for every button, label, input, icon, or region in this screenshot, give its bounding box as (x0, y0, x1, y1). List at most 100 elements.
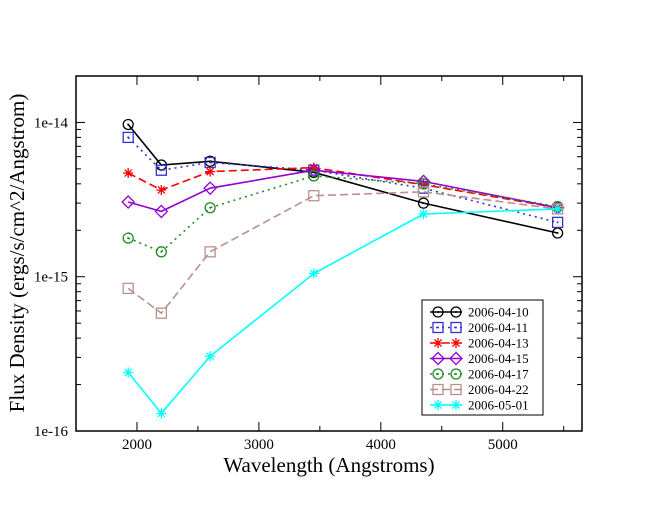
series-line (127, 208, 558, 415)
legend-label: 2006-04-22 (468, 382, 529, 397)
data-point (205, 351, 216, 362)
legend-marker-left-dot (437, 311, 439, 313)
data-point-dot (556, 232, 559, 235)
y-axis: 1e-16 1e-15 1e-14 (34, 75, 582, 440)
data-point (156, 184, 167, 195)
series-line (127, 166, 558, 209)
legend-marker-right-dot (455, 326, 457, 329)
legend-marker-right (450, 306, 462, 318)
legend-entry: 2006-04-15 (430, 351, 529, 366)
data-point (155, 307, 167, 319)
series-line (127, 175, 558, 253)
series-2006-05-01 (123, 203, 563, 419)
data-point-dot (209, 161, 212, 164)
data-point (308, 162, 319, 173)
legend-marker-left (432, 321, 444, 334)
legend-marker-right (451, 400, 461, 410)
legend-entry: 2006-04-11 (430, 320, 528, 335)
x-axis-title: Wavelength (Angstroms) (223, 453, 434, 477)
data-point (156, 408, 167, 419)
legend-marker-left-dot (437, 326, 439, 329)
legend-marker-right (450, 368, 462, 380)
legend-marker-left (433, 338, 443, 348)
y-tick-label: 1e-16 (34, 424, 69, 440)
data-point (308, 268, 319, 279)
legend-label: 2006-04-17 (468, 367, 529, 382)
legend-marker-right-dot (455, 373, 457, 375)
data-point-dot (127, 136, 130, 139)
series-layer (121, 118, 565, 419)
series-line (127, 123, 558, 234)
data-point (417, 178, 430, 190)
data-point (155, 164, 167, 176)
legend-marker-left (431, 351, 445, 366)
data-point-dot (312, 174, 315, 177)
data-point (308, 170, 320, 182)
legend-entry: 2006-04-13 (430, 336, 529, 351)
data-point (203, 181, 218, 196)
legend-marker-right (450, 321, 462, 334)
x-tick-label: 2000 (122, 437, 152, 453)
data-point (551, 216, 564, 229)
legend-marker-left (432, 306, 444, 318)
legend-marker-right (450, 383, 462, 396)
legend-marker-left (433, 400, 443, 410)
legend-label: 2006-04-10 (468, 305, 529, 320)
data-point-dot (209, 206, 212, 209)
legend-marker-right (451, 338, 461, 348)
data-point-dot (160, 250, 163, 253)
legend-label: 2006-04-15 (468, 351, 529, 366)
data-point (308, 190, 320, 202)
data-point (552, 203, 563, 214)
legend-entry: 2006-04-17 (430, 367, 529, 382)
data-point-dot (422, 202, 425, 205)
legend-label: 2006-04-11 (468, 320, 528, 335)
plot-frame (75, 75, 583, 432)
legend-label: 2006-05-01 (468, 398, 529, 413)
data-point (122, 232, 134, 244)
data-point (123, 168, 134, 179)
data-point (204, 202, 216, 214)
data-point-dot (127, 123, 130, 126)
data-point (155, 246, 167, 258)
data-point (417, 186, 430, 198)
y-tick-label: 1e-15 (34, 270, 68, 286)
series-2006-04-13 (123, 162, 563, 213)
legend: 2006-04-102006-04-112006-04-132006-04-15… (421, 299, 544, 416)
data-point-dot (160, 169, 163, 172)
legend-entry: 2006-04-22 (430, 382, 529, 397)
y-axis-title: Flux Density (ergs/s/cm^2/Angstrom) (5, 94, 29, 413)
data-point (123, 367, 134, 378)
data-point-dot (422, 182, 425, 185)
data-point (122, 131, 134, 144)
legend-entry: 2006-05-01 (430, 398, 529, 413)
legend-entry: 2006-04-10 (430, 305, 529, 320)
data-point-dot (556, 221, 559, 224)
y-tick-label: 1e-14 (34, 115, 69, 131)
legend-label: 2006-04-13 (468, 336, 529, 351)
series-2006-04-10 (122, 118, 564, 239)
series-2006-04-17 (122, 170, 564, 258)
data-point (205, 166, 216, 177)
data-point (121, 195, 136, 209)
legend-marker-left-dot (437, 373, 439, 375)
legend-marker-left (432, 368, 444, 380)
legend-marker-right (449, 351, 463, 366)
series-line (127, 169, 558, 213)
data-point (417, 197, 430, 209)
legend-marker-left (432, 383, 444, 396)
x-tick-label: 3000 (244, 437, 274, 453)
x-axis: 2000 3000 4000 5000 (75, 76, 565, 453)
data-point (204, 246, 216, 258)
data-point (154, 204, 169, 219)
x-tick-label: 4000 (366, 437, 396, 453)
x-tick-label: 5000 (488, 437, 518, 453)
data-point (122, 282, 134, 295)
legend-marker-right-dot (455, 311, 457, 313)
series-line (127, 190, 558, 315)
data-point (122, 118, 134, 131)
data-point (418, 209, 429, 220)
series-2006-04-22 (122, 186, 564, 319)
data-point-dot (127, 237, 130, 240)
